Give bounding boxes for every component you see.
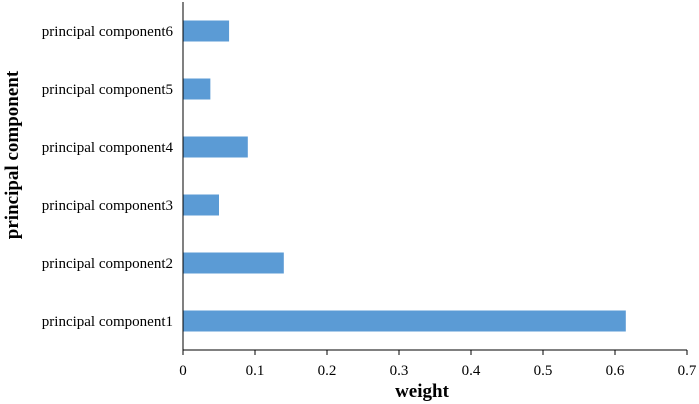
y-tick-label-3: principal component3 (42, 198, 173, 214)
x-ticks-group: 0 0.1 0.2 0.3 0.4 0.5 0.6 0.7 (179, 350, 697, 379)
y-tick-label-4: principal component4 (42, 140, 174, 156)
bar-4 (183, 136, 248, 158)
x-axis-title: weight (395, 381, 450, 402)
axes-group (182, 2, 687, 351)
x-tick-label-1: 0.1 (246, 363, 265, 379)
x-tick-label-2: 0.2 (318, 363, 337, 379)
bar-6 (183, 20, 230, 42)
x-tick-label-0: 0 (179, 363, 187, 379)
y-axis-title: principal component (2, 70, 23, 239)
y-tick-label-1: principal component1 (42, 314, 173, 330)
y-tick-labels-group: principal component1 principal component2… (42, 24, 174, 330)
x-tick-label-5: 0.5 (534, 363, 553, 379)
y-tick-label-6: principal component6 (42, 24, 174, 40)
bar-2 (183, 252, 284, 274)
x-tick-label-3: 0.3 (390, 363, 409, 379)
bars-group (183, 20, 626, 332)
x-tick-label-6: 0.6 (606, 363, 625, 379)
y-tick-label-2: principal component2 (42, 256, 173, 272)
bar-1 (183, 310, 626, 332)
x-tick-label-7: 0.7 (678, 363, 697, 379)
y-tick-label-5: principal component5 (42, 82, 173, 98)
bar-3 (183, 194, 219, 216)
bar-5 (183, 78, 211, 100)
x-tick-label-4: 0.4 (462, 363, 481, 379)
